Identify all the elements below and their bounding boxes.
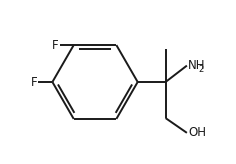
- Text: OH: OH: [188, 126, 206, 139]
- Text: F: F: [52, 39, 59, 51]
- Text: 2: 2: [199, 65, 204, 74]
- Text: F: F: [30, 75, 37, 89]
- Text: NH: NH: [188, 59, 206, 72]
